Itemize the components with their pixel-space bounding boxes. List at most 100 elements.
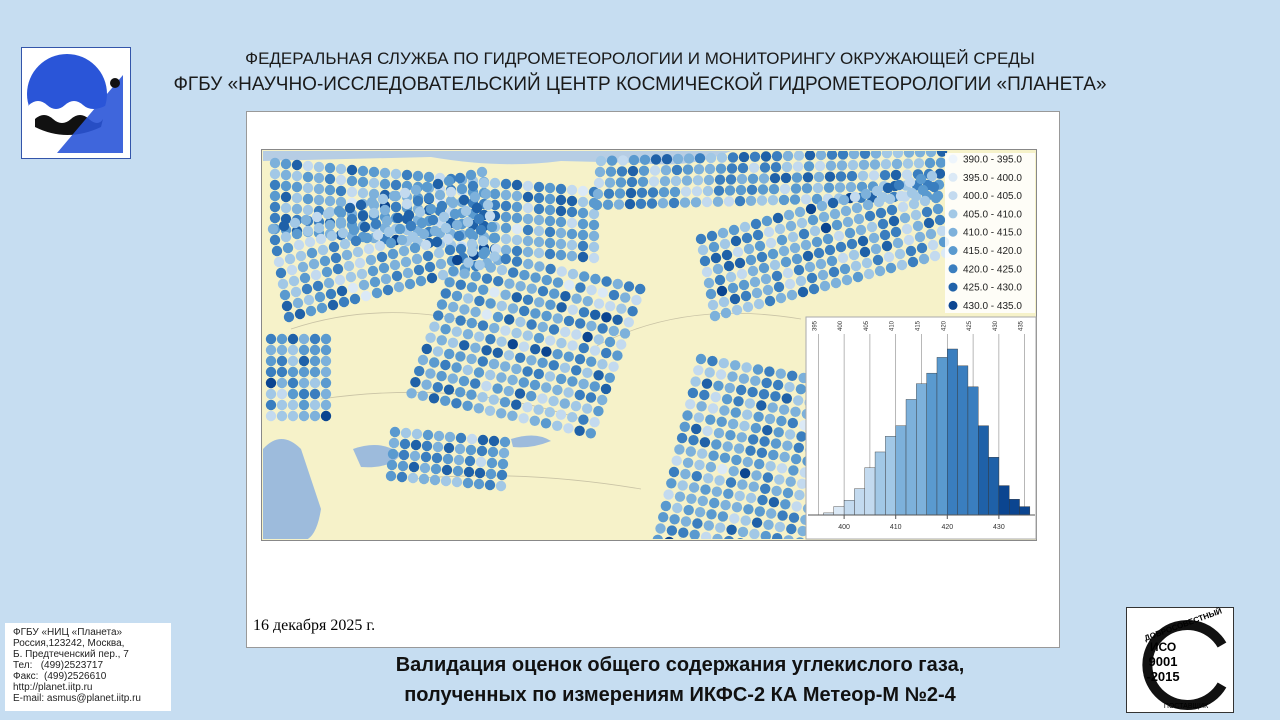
map-dot [848,151,860,160]
map-dot [787,370,798,381]
map-dot [549,288,560,299]
map-dot [443,175,455,187]
map-dot [697,495,708,507]
map-dot [496,408,507,419]
map-dot [586,320,597,332]
map-dot [732,246,744,258]
map-dot [496,336,507,347]
map-dot [436,200,448,212]
map-dot [762,472,774,483]
map-dot [737,538,744,539]
map-dot [544,226,556,238]
map-dot [669,514,680,525]
map-dot [421,440,433,452]
map-dot [434,189,446,201]
map-dot [713,427,725,439]
map-dot [347,282,359,294]
map-dot [738,151,750,163]
map-dot [616,303,627,314]
map-dot [813,247,825,259]
map-dot [873,196,885,208]
map-dot [813,171,825,183]
map-dot [706,230,718,242]
map-dot [484,405,496,416]
map-dot [458,194,470,206]
map-dot [659,176,671,187]
map-dot [511,234,523,246]
map-dot [368,188,380,200]
map-dot [563,387,574,398]
map-dot [380,273,392,285]
map-dot [688,482,700,493]
map-dot [533,236,545,248]
map-dot [489,188,501,200]
map-dot [789,242,801,254]
map-dot [367,265,379,277]
map-dot [714,274,726,286]
map-dot [357,210,369,222]
map-dot [767,195,779,206]
map-dot [603,188,615,199]
map-dot [600,383,612,395]
map-dot [537,357,548,368]
map-dot [717,227,729,239]
map-dot [478,284,489,295]
map-dot [298,388,310,400]
map-dot [320,344,332,356]
planeta-logo [21,47,131,159]
map-dot [923,217,935,229]
map-dot [897,201,909,213]
map-dot [484,479,496,491]
map-dot [625,187,637,199]
map-dot [346,213,358,225]
map-dot [326,230,338,242]
map-dot [309,366,321,378]
map-dot [679,421,690,432]
map-dot [714,174,726,185]
map-dot [269,179,281,191]
map-dot [484,210,496,222]
map-dot [410,439,422,451]
map-dot [817,269,829,281]
map-dot [286,264,298,276]
map-dot [489,322,500,334]
map-dot [474,295,485,307]
map-dot [411,253,423,265]
map-dot [309,333,321,345]
map-dot [466,282,478,293]
map-dot [649,165,661,176]
map-dot [726,163,738,174]
map-dot [745,492,757,504]
map-dot [694,459,705,471]
map-dot [444,277,455,288]
map-dot [750,422,762,434]
contact-line: Тел: (499)2523717 [13,660,103,671]
map-dot [500,244,512,256]
map-dot [324,173,336,185]
map-dot [276,399,288,411]
map-dot [851,202,863,214]
map-dot [500,361,511,372]
map-dot [589,345,601,356]
map-dot [571,365,582,376]
map-dot [767,402,778,413]
map-dot [492,383,503,394]
map-dot [754,458,765,470]
header-line-1: ФЕДЕРАЛЬНАЯ СЛУЖБА ПО ГИДРОМЕТЕОРОЛОГИИ … [245,49,1035,68]
top-tick-label: 425 [967,320,973,331]
x-tick-label: 430 [993,524,1005,531]
map-dot [304,236,316,248]
map-dot [703,174,715,186]
map-dot [908,198,920,210]
map-dot [276,410,288,422]
map-dot [710,252,722,264]
map-dot [500,325,511,336]
map-dot [680,468,691,480]
map-dot [766,508,777,519]
map-dot [748,434,759,445]
map-dot [586,356,597,367]
map-dot [302,171,314,183]
map-dot [578,342,589,354]
map-dot [372,229,384,241]
map-dot [496,372,507,383]
